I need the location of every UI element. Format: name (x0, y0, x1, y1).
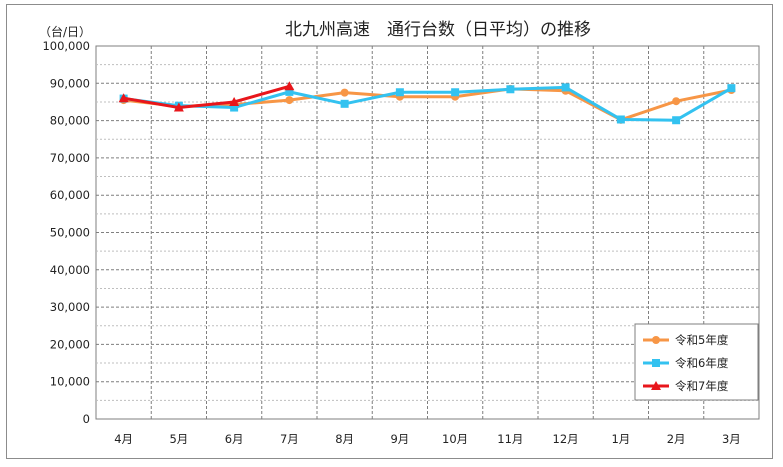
data-point (616, 115, 625, 124)
series-line (123, 87, 732, 122)
legend-marker (652, 336, 660, 344)
legend-label: 令和7年度 (675, 379, 729, 393)
y-tick-label: 100,000 (42, 39, 90, 53)
data-point (285, 87, 294, 96)
series-2 (119, 83, 736, 125)
y-tick-label: 80,000 (50, 114, 90, 128)
data-point (340, 99, 349, 108)
data-point (230, 103, 239, 112)
data-point (229, 96, 240, 106)
y-tick-label: 0 (83, 412, 90, 426)
series-line (123, 85, 733, 122)
data-point (395, 88, 404, 97)
data-point (118, 93, 129, 103)
y-tick-label: 90,000 (50, 76, 90, 90)
x-tick-label: 6月 (225, 432, 244, 446)
legend-item: 令和5年度 (643, 333, 729, 347)
chart-title: 北九州高速 通行台数（日平均）の推移 (285, 20, 591, 40)
data-point (340, 88, 349, 97)
legend-marker (651, 381, 661, 390)
data-point (284, 81, 295, 91)
y-axis-unit-label: （台/日） (39, 24, 91, 39)
x-tick-label: 8月 (335, 432, 354, 446)
line-chart: 北九州高速 通行台数（日平均）の推移 （台/日） 0 10,000 20,000 30… (39, 20, 760, 446)
x-tick-label: 5月 (169, 432, 188, 446)
x-tick-label: 11月 (497, 432, 523, 446)
x-tick-label: 9月 (390, 432, 409, 446)
chart-frame: 北九州高速 通行台数（日平均）の推移 （台/日） 0 10,000 20,000 30… (6, 4, 773, 459)
data-point (285, 96, 294, 105)
data-point (727, 84, 736, 93)
legend-label: 令和5年度 (675, 333, 729, 347)
series-3 (118, 81, 295, 112)
data-point (451, 88, 460, 97)
x-tick-label: 1月 (611, 432, 630, 446)
legend-label: 令和6年度 (675, 356, 729, 370)
data-point (173, 102, 184, 112)
legend-item: 令和6年度 (643, 356, 729, 370)
x-tick-label: 12月 (553, 432, 579, 446)
y-tick-label: 60,000 (50, 188, 90, 202)
data-point (672, 97, 681, 106)
data-point (561, 83, 570, 92)
series-line (123, 84, 290, 110)
y-tick-label: 50,000 (50, 226, 90, 240)
x-tick-label: 3月 (722, 432, 741, 446)
y-tick-label: 20,000 (50, 337, 90, 351)
y-tick-label: 30,000 (50, 300, 90, 314)
legend-item: 令和7年度 (643, 379, 729, 393)
y-tick-label: 40,000 (50, 263, 90, 277)
x-tick-label: 2月 (667, 432, 686, 446)
x-tick-label: 10月 (442, 432, 468, 446)
y-tick-label: 70,000 (50, 151, 90, 165)
x-tick-label: 7月 (280, 432, 299, 446)
x-tick-label: 4月 (114, 432, 133, 446)
y-tick-label: 10,000 (50, 375, 90, 389)
legend-marker (652, 359, 660, 367)
data-point (506, 85, 515, 94)
data-point (672, 116, 681, 125)
